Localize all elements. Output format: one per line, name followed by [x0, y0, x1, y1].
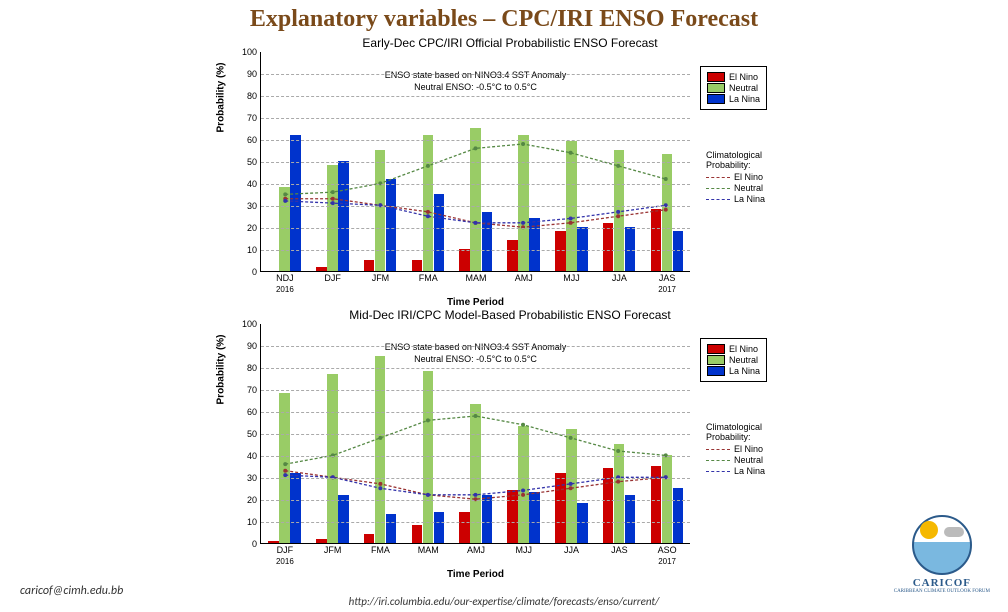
logo-icon	[912, 515, 972, 575]
y-tick-label: 30	[247, 473, 257, 483]
x-tick-label: FMA	[371, 545, 390, 555]
x-tick-label: FMA	[419, 273, 438, 283]
y-tick-label: 0	[252, 539, 257, 549]
x-tick-label: DJF	[324, 273, 341, 283]
legend-swatch	[707, 83, 725, 93]
legend-label: El Nino	[729, 344, 758, 354]
y-tick-label: 30	[247, 201, 257, 211]
x-tick-label: JFM	[372, 273, 390, 283]
legend-label: El Nino	[729, 72, 758, 82]
legend-swatch	[707, 344, 725, 354]
x-tick-label: JAS	[659, 273, 676, 283]
y-tick-label: 80	[247, 91, 257, 101]
legend-label: La Nina	[734, 466, 765, 476]
legend-line-swatch	[706, 449, 730, 450]
y-tick-label: 90	[247, 69, 257, 79]
legend-label: Neutral	[734, 455, 763, 465]
x-tick-label: JJA	[564, 545, 579, 555]
logo-subtext: CARIBBEAN CLIMATE OUTLOOK FORUM	[894, 589, 990, 594]
legend-line-swatch	[706, 471, 730, 472]
y-tick-label: 90	[247, 341, 257, 351]
x-tick-label: ASO	[658, 545, 677, 555]
legend-swatch	[707, 366, 725, 376]
y-tick-label: 0	[252, 267, 257, 277]
chart-2-title: Mid-Dec IRI/CPC Model-Based Probabilisti…	[210, 308, 810, 322]
x-tick-label: AMJ	[515, 273, 533, 283]
x-tick-label: JJA	[612, 273, 627, 283]
caricof-logo: CARICOF CARIBBEAN CLIMATE OUTLOOK FORUM	[894, 515, 990, 594]
x-tick-label: MJJ	[516, 545, 533, 555]
footer-email: caricof@cimh.edu.bb	[20, 584, 123, 598]
footer-url: http://iri.columbia.edu/our-expertise/cl…	[349, 595, 660, 608]
y-tick-label: 60	[247, 135, 257, 145]
x-tick-label: MAM	[418, 545, 439, 555]
chart-1-legend-bars: El NinoNeutralLa Nina	[700, 66, 767, 110]
y-tick-label: 50	[247, 157, 257, 167]
y-tick-label: 100	[242, 319, 257, 329]
legend-label: Neutral	[729, 83, 758, 93]
y-tick-label: 70	[247, 385, 257, 395]
legend-swatch	[707, 94, 725, 104]
y-tick-label: 40	[247, 179, 257, 189]
chart-2: Mid-Dec IRI/CPC Model-Based Probabilisti…	[210, 308, 810, 576]
x-tick-label: NDJ	[276, 273, 294, 283]
legend-label: El Nino	[734, 444, 763, 454]
y-tick-label: 80	[247, 363, 257, 373]
y-tick-label: 10	[247, 517, 257, 527]
legend-line-swatch	[706, 199, 730, 200]
page-title: Explanatory variables – CPC/IRI ENSO For…	[0, 6, 1008, 33]
legend-swatch	[707, 72, 725, 82]
x-tick-label: MJJ	[563, 273, 580, 283]
legend-label: La Nina	[729, 366, 760, 376]
legend-line-swatch	[706, 188, 730, 189]
legend-swatch	[707, 355, 725, 365]
y-tick-label: 60	[247, 407, 257, 417]
x-tick-label: DJF	[277, 545, 294, 555]
legend-label: Neutral	[734, 183, 763, 193]
legend-label: Neutral	[729, 355, 758, 365]
x-tick-label: JFM	[324, 545, 342, 555]
legend-line-swatch	[706, 177, 730, 178]
chart-2-plot: ENSO state based on NINO3.4 SST Anomaly …	[260, 324, 690, 544]
chart-1-title: Early-Dec CPC/IRI Official Probabilistic…	[210, 36, 810, 50]
legend-label: La Nina	[729, 94, 760, 104]
y-tick-label: 70	[247, 113, 257, 123]
chart-2-x-label: Time Period	[447, 569, 504, 580]
chart-2-legend-clim: Climatological Probability:El NinoNeutra…	[700, 418, 810, 481]
y-tick-label: 50	[247, 429, 257, 439]
x-tick-label: JAS	[611, 545, 628, 555]
y-tick-label: 10	[247, 245, 257, 255]
chart-2-y-label: Probability (%)	[216, 334, 227, 404]
x-tick-label: MAM	[466, 273, 487, 283]
chart-1-x-label: Time Period	[447, 297, 504, 308]
chart-2-legend-bars: El NinoNeutralLa Nina	[700, 338, 767, 382]
chart-1-y-label: Probability (%)	[216, 62, 227, 132]
logo-text: CARICOF	[894, 577, 990, 589]
chart-1-plot: ENSO state based on NINO3.4 SST Anomaly …	[260, 52, 690, 272]
chart-1-legend-clim: Climatological Probability:El NinoNeutra…	[700, 146, 810, 209]
y-tick-label: 20	[247, 495, 257, 505]
y-tick-label: 20	[247, 223, 257, 233]
y-tick-label: 100	[242, 47, 257, 57]
legend-label: El Nino	[734, 172, 763, 182]
y-tick-label: 40	[247, 451, 257, 461]
legend-line-swatch	[706, 460, 730, 461]
x-tick-label: AMJ	[467, 545, 485, 555]
legend-label: La Nina	[734, 194, 765, 204]
chart-1: Early-Dec CPC/IRI Official Probabilistic…	[210, 36, 810, 304]
